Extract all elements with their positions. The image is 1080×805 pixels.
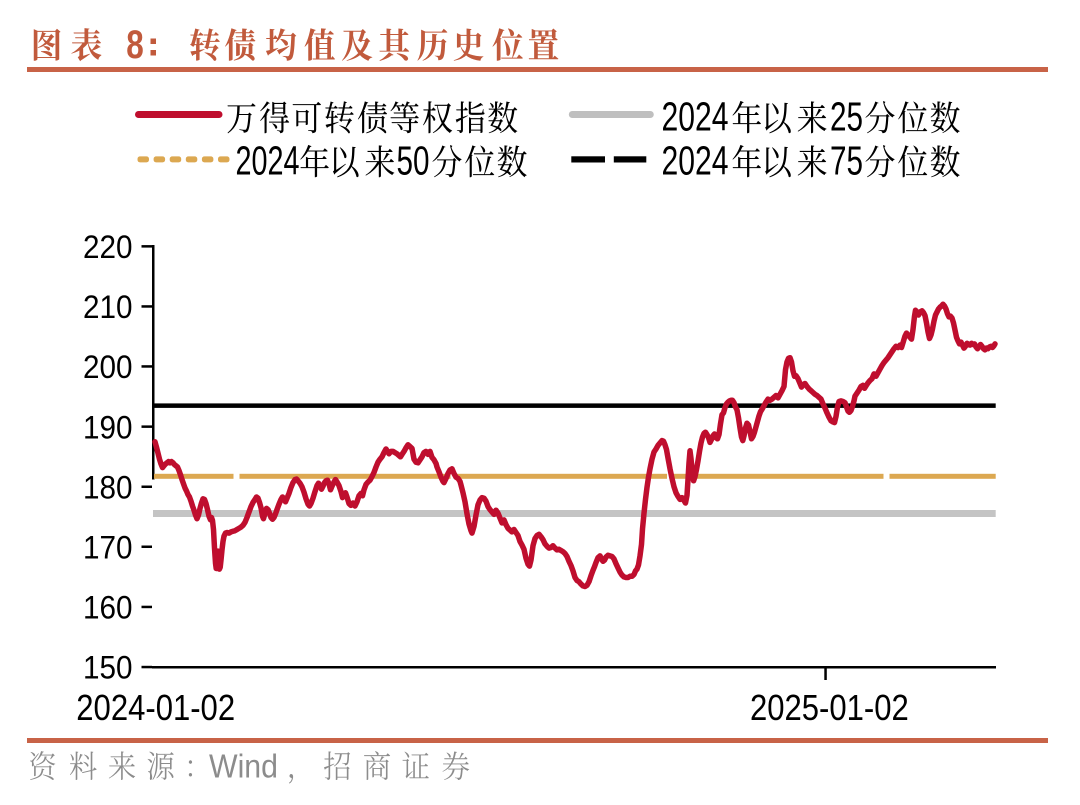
svg-text:210: 210 (83, 289, 133, 325)
svg-text:150: 150 (83, 650, 133, 686)
svg-text:220: 220 (83, 229, 133, 265)
svg-text:2024: 2024 (236, 138, 300, 184)
svg-text:160: 160 (83, 590, 133, 626)
svg-text:8: 8 (126, 23, 144, 67)
svg-text:2024: 2024 (662, 138, 729, 184)
svg-text:2024: 2024 (662, 94, 729, 140)
svg-text:200: 200 (83, 349, 133, 385)
svg-text:170: 170 (83, 530, 133, 566)
svg-text:50: 50 (397, 138, 430, 184)
svg-text:2025-01-02: 2025-01-02 (750, 687, 909, 728)
svg-text:Wind: Wind (209, 748, 278, 785)
svg-text:190: 190 (83, 409, 133, 445)
svg-text:25: 25 (830, 94, 863, 140)
svg-text:75: 75 (830, 138, 863, 184)
svg-text:180: 180 (83, 469, 133, 505)
svg-text:2024-01-02: 2024-01-02 (76, 687, 235, 728)
